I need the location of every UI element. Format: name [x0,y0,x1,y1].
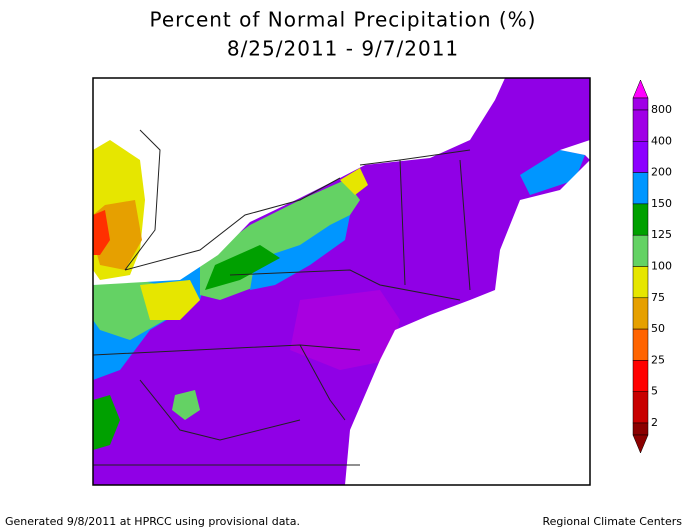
legend-label: 75 [651,291,665,304]
map-frame [92,77,591,486]
legend-label: 400 [651,134,672,147]
legend-swatch [632,434,649,454]
legend-label: 2 [651,416,658,429]
ocean [345,160,590,485]
legend-swatch [632,422,649,436]
legend-label: 800 [651,103,672,116]
legend-label: 5 [651,385,658,398]
precip-region [290,290,400,370]
legend-swatch [632,203,649,236]
precip-region [520,150,585,195]
legend-label: 25 [651,353,665,366]
legend-swatch [632,234,649,267]
legend-swatch [632,109,649,142]
map-title: Percent of Normal Precipitation (%) [150,8,537,32]
legend-label: 50 [651,322,665,335]
legend-swatch [632,391,649,424]
legend-swatch [632,360,649,392]
legend-label: 150 [651,197,672,210]
map [92,77,591,486]
legend: 800 400 200 150 125 100 75 50 25 5 2 [632,79,672,454]
precip-region [250,215,350,290]
legend-swatch [632,297,649,330]
legend-swatch [632,141,649,173]
precip-region [172,390,200,420]
precip-region [93,395,120,450]
legend-swatch [632,172,649,205]
legend-label: 100 [651,260,672,273]
footer-left: Generated 9/8/2011 at HPRCC using provis… [5,515,300,528]
legend-swatch [632,97,649,111]
state-borders [93,129,471,466]
legend-label: 125 [651,228,672,241]
legend-swatch [632,79,649,99]
legend-label: 200 [651,166,672,179]
precip-region [340,168,368,195]
legend-swatch [632,328,649,361]
canada [93,78,505,285]
footer-right: Regional Climate Centers [542,515,682,528]
map-subtitle: 8/25/2011 - 9/7/2011 [227,37,459,61]
precip-region [140,280,200,320]
precip-region [205,245,280,290]
legend-swatch [632,266,649,299]
ocean [560,140,590,160]
precip-region [93,210,110,255]
